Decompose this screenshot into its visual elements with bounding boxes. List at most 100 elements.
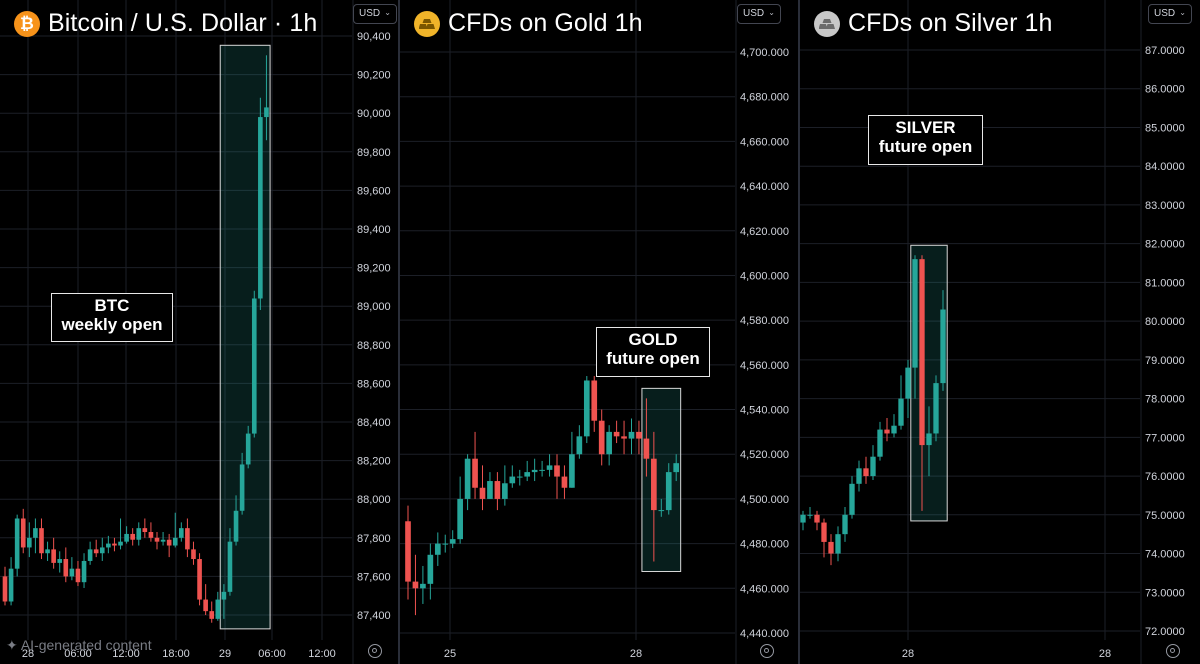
price-tick-label: 89,400 xyxy=(357,224,391,236)
candle-body xyxy=(665,472,672,511)
time-tick-label: 29 xyxy=(219,648,231,660)
chart-settings-icon[interactable] xyxy=(368,644,382,658)
bitcoin-icon: ₿ xyxy=(14,10,40,37)
candle-body xyxy=(142,528,148,533)
candle-body xyxy=(69,568,75,577)
ai-generated-watermark: ✦ AI-generated content xyxy=(6,637,152,653)
time-tick-label: 06:00 xyxy=(258,648,286,660)
candle-body xyxy=(591,380,598,421)
candle-body xyxy=(546,465,553,470)
price-tick-label: 4,560.000 xyxy=(740,360,789,372)
candle-body xyxy=(93,549,99,554)
price-tick-label: 77.0000 xyxy=(1145,432,1185,444)
time-tick-label: 12:00 xyxy=(308,648,336,660)
chart-settings-icon[interactable] xyxy=(760,644,774,658)
price-tick-label: 4,660.000 xyxy=(740,136,789,148)
candle-body xyxy=(487,481,493,499)
price-tick-label: 4,540.000 xyxy=(740,405,789,417)
panel-divider xyxy=(798,0,800,664)
silver-chart-panel[interactable]: 87.0000 86.0000 85.0000 84.0000 83.0000 82.00… xyxy=(800,0,1200,664)
gold-chart-svg[interactable]: 4,700.000 4,680.000 4,660.000 4,640.000 4,62… xyxy=(400,0,798,664)
gold-chart-panel[interactable]: 4,700.000 4,680.000 4,660.000 4,640.000 4,62… xyxy=(400,0,798,664)
candle-body xyxy=(621,436,627,439)
price-tick-label: 4,700.000 xyxy=(740,47,789,59)
candle-body xyxy=(209,611,215,619)
price-tick-label: 88,000 xyxy=(357,494,391,506)
candle-body xyxy=(251,298,257,434)
candle-body xyxy=(569,454,575,488)
price-tick-label: 76.0000 xyxy=(1145,471,1185,483)
candle-body xyxy=(561,476,568,488)
time-tick-label: 25 xyxy=(444,648,456,660)
bitcoin-title-text: Bitcoin / U.S. Dollar · 1h xyxy=(48,9,318,37)
price-tick-label: 82.0000 xyxy=(1145,239,1185,251)
candle-body xyxy=(442,543,449,545)
candle-body xyxy=(154,537,160,542)
price-tick-label: 80.0000 xyxy=(1145,316,1185,328)
time-tick-label: 28 xyxy=(902,648,914,660)
candle-body xyxy=(166,539,172,546)
candle-body xyxy=(905,367,911,399)
candle-body xyxy=(554,465,560,477)
candle-body xyxy=(524,472,531,477)
candle-body xyxy=(148,532,154,538)
candle-body xyxy=(870,456,876,477)
candle-body xyxy=(863,468,869,477)
price-tick-label: 4,640.000 xyxy=(740,181,789,193)
candle-body xyxy=(835,534,841,554)
candle-body xyxy=(420,583,426,589)
chevron-down-icon: ⌄ xyxy=(1179,8,1186,17)
candle-body xyxy=(27,537,32,548)
candle-body xyxy=(185,528,190,550)
panel-divider xyxy=(398,0,400,664)
currency-selector[interactable]: USD ⌄ xyxy=(737,4,781,24)
price-tick-label: 88,200 xyxy=(357,456,391,468)
candle-body xyxy=(509,476,516,484)
candle-body xyxy=(531,469,538,473)
price-tick-label: 87,800 xyxy=(357,533,391,545)
candle-body xyxy=(472,458,478,488)
chevron-down-icon: ⌄ xyxy=(384,8,391,17)
candle-body xyxy=(636,431,642,439)
candle-body xyxy=(457,498,463,540)
currency-selector[interactable]: USD ⌄ xyxy=(1148,4,1192,24)
gold-title-text: CFDs on Gold 1h xyxy=(448,9,643,37)
candle-body xyxy=(124,533,129,542)
candle-body xyxy=(239,464,245,511)
candle-body xyxy=(99,547,105,554)
bitcoin-chart-svg[interactable]: 90,400 90,200 90,000 89,800 89,600 89,400 89,2… xyxy=(0,0,398,664)
candle-body xyxy=(245,433,251,465)
time-tick-label: 12:00 xyxy=(112,648,140,660)
price-tick-label: 88,800 xyxy=(357,340,391,352)
price-tick-label: 86.0000 xyxy=(1145,84,1185,96)
candle-body xyxy=(45,549,50,554)
price-tick-label: 88,600 xyxy=(357,378,391,390)
price-tick-label: 73.0000 xyxy=(1145,587,1185,599)
candle-body xyxy=(606,431,612,455)
price-tick-label: 90,400 xyxy=(357,31,391,43)
candle-body xyxy=(856,468,862,484)
currency-selector[interactable]: USD ⌄ xyxy=(353,4,397,24)
bitcoin-chart-panel[interactable]: 90,400 90,200 90,000 89,800 89,600 89,400 89,2… xyxy=(0,0,398,664)
price-tick-label: 4,440.000 xyxy=(740,628,789,640)
price-tick-label: 89,000 xyxy=(357,301,391,313)
candle-body xyxy=(39,528,44,554)
candle-body xyxy=(516,476,523,478)
price-tick-label: 85.0000 xyxy=(1145,122,1185,134)
price-tick-label: 81.0000 xyxy=(1145,277,1185,289)
candle-body xyxy=(75,568,81,583)
gold-bars-icon xyxy=(414,10,440,37)
candle-body xyxy=(264,107,269,118)
silver-chart-svg[interactable]: 87.0000 86.0000 85.0000 84.0000 83.0000 82.00… xyxy=(800,0,1200,664)
price-tick-label: 89,600 xyxy=(357,185,391,197)
candle-body xyxy=(673,463,680,473)
candle-body xyxy=(130,533,135,540)
price-tick-label: 4,500.000 xyxy=(740,494,789,506)
bitcoin-chart-title: ₿ Bitcoin / U.S. Dollar · 1h xyxy=(14,9,317,38)
candle-body xyxy=(106,543,111,548)
chart-settings-icon[interactable] xyxy=(1166,644,1180,658)
candle-body xyxy=(118,541,123,546)
price-tick-label: 87,600 xyxy=(357,571,391,583)
price-tick-label: 4,600.000 xyxy=(740,270,789,282)
candle-body xyxy=(233,510,239,542)
